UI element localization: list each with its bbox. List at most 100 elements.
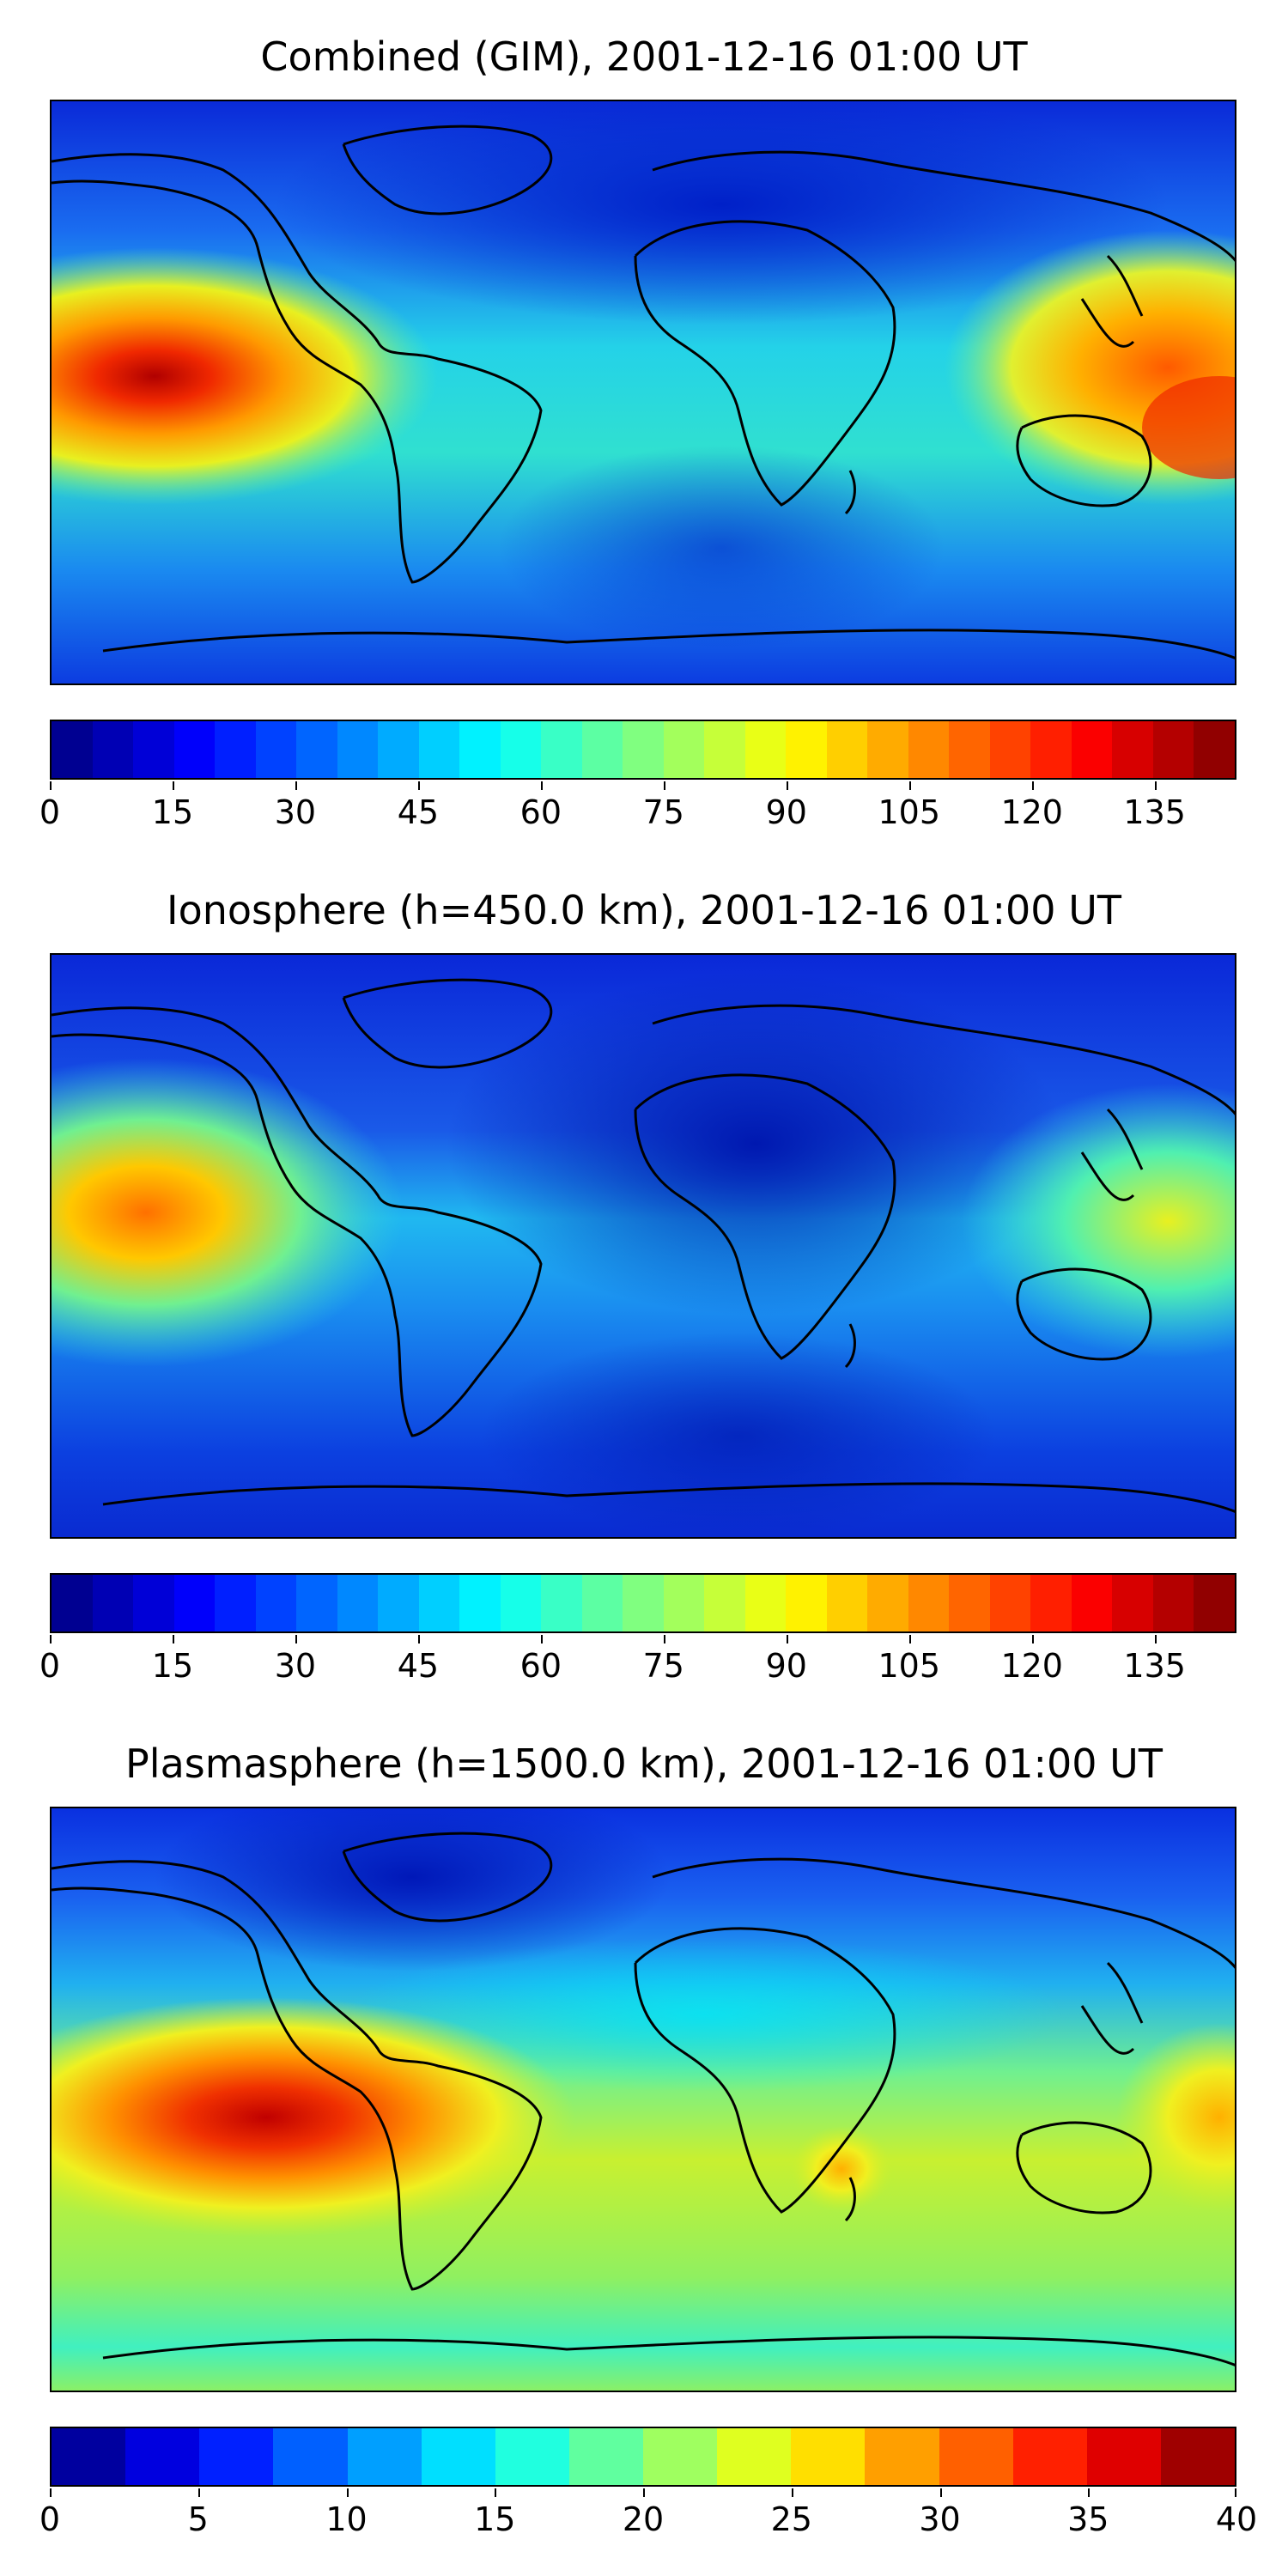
colorbar-segment [255, 1575, 297, 1631]
colorbar-tick [172, 1635, 174, 1643]
colorbar-segment [52, 721, 93, 778]
coastlines [52, 1832, 1235, 2366]
colorbar-segment [717, 2428, 792, 2485]
colorbar-tick [540, 781, 543, 790]
colorbar-ticks: 0 15 30 45 60 75 90 105 120 135 [39, 1635, 1236, 1685]
colorbar-segment [421, 2428, 495, 2485]
colorbar-tick-label: 135 [1123, 1647, 1186, 1685]
colorbar-tick-label: 75 [642, 793, 684, 831]
colorbar-segment [1194, 1575, 1235, 1631]
colorbar-tick [908, 781, 911, 790]
colorbar [50, 720, 1236, 780]
colorbar-segment [581, 721, 623, 778]
colorbar-segment [495, 2428, 569, 2485]
coastlines [52, 978, 1235, 1513]
colorbar-segment [989, 1575, 1031, 1631]
colorbar-segment [92, 1575, 134, 1631]
colorbar-tick-label: 60 [519, 793, 562, 831]
colorbar-tick-label: 25 [770, 2500, 812, 2538]
colorbar-segment [337, 1575, 379, 1631]
colorbar-segment [704, 721, 745, 778]
colorbar-tick-label: 0 [39, 2500, 61, 2538]
colorbar-tick [417, 781, 420, 790]
colorbar-segment [52, 1575, 93, 1631]
colorbar-segment [1152, 1575, 1194, 1631]
colorbar-segment [786, 721, 827, 778]
colorbar-tick [172, 781, 174, 790]
colorbar-tick-label: 60 [519, 1647, 562, 1685]
colorbar-segment [1071, 721, 1113, 778]
colorbar-tick-label: 90 [765, 1647, 807, 1685]
colorbar-segment [337, 721, 379, 778]
coastlines [52, 125, 1235, 659]
colorbar-segment [1012, 2428, 1087, 2485]
colorbar-tick [50, 781, 52, 790]
colorbar-segment [500, 1575, 542, 1631]
colorbar-tick-label: 5 [187, 2500, 209, 2538]
colorbar-segment [939, 2428, 1013, 2485]
colorbar-tick-label: 30 [274, 793, 317, 831]
colorbar-tick [1154, 781, 1157, 790]
colorbar-segment [568, 2428, 643, 2485]
colorbar-segment [378, 721, 419, 778]
colorbar-tick [786, 781, 788, 790]
colorbar-tick-label: 15 [474, 2500, 516, 2538]
colorbar-tick-label: 90 [765, 793, 807, 831]
colorbar-tick-label: 135 [1123, 793, 1186, 831]
colorbar-segment [541, 721, 582, 778]
colorbar-segment [173, 721, 216, 778]
colorbar-tick-label: 75 [642, 1647, 684, 1685]
colorbar-segment [867, 1575, 908, 1631]
colorbar-tick [50, 1635, 52, 1643]
colorbar-segment [1030, 721, 1072, 778]
colorbar-segment [541, 1575, 582, 1631]
colorbar-tick-label: 40 [1215, 2500, 1258, 2538]
colorbar [50, 1573, 1236, 1633]
colorbar-tick-label: 10 [325, 2500, 368, 2538]
map-svg [52, 1808, 1235, 2391]
colorbar-segment [1086, 2428, 1161, 2485]
colorbar-tick [663, 781, 665, 790]
colorbar-segment [378, 1575, 419, 1631]
tec-map [50, 953, 1236, 1539]
panel-ionosphere: Ionosphere (h=450.0 km), 2001-12-16 01:0… [0, 884, 1288, 1709]
colorbar-segment [459, 1575, 501, 1631]
colorbar-segment [1194, 721, 1235, 778]
colorbar-tick-label: 120 [1000, 793, 1063, 831]
colorbar-segment [949, 721, 990, 778]
colorbar-segment [949, 1575, 990, 1631]
colorbar-tick-label: 35 [1067, 2500, 1109, 2538]
colorbar-segment [623, 721, 664, 778]
panel-title: Combined (GIM), 2001-12-16 01:00 UT [260, 33, 1028, 80]
colorbar-segment [199, 2428, 274, 2485]
colorbar-segment [1030, 1575, 1072, 1631]
colorbar-tick [786, 1635, 788, 1643]
colorbar-segment [418, 1575, 460, 1631]
colorbar-ticks: 0 15 30 45 60 75 90 105 120 135 [39, 781, 1236, 831]
colorbar-tick-label: 0 [39, 1647, 61, 1685]
tec-map [50, 100, 1236, 685]
colorbar-tick [791, 2488, 793, 2497]
colorbar-segment [52, 2428, 126, 2485]
colorbar-segment [273, 2428, 348, 2485]
colorbar-segment [791, 2428, 866, 2485]
colorbar-segment [418, 721, 460, 778]
colorbar-tick-label: 45 [397, 793, 440, 831]
colorbar-tick [197, 2488, 200, 2497]
colorbar-segment [1112, 1575, 1153, 1631]
colorbar-segment [663, 721, 705, 778]
colorbar-tick [295, 781, 297, 790]
colorbar-segment [500, 721, 542, 778]
colorbar-tick [663, 1635, 665, 1643]
colorbar-tick-label: 30 [919, 2500, 961, 2538]
tec-map [50, 1807, 1236, 2392]
colorbar-tick [939, 2488, 942, 2497]
colorbar-tick [1088, 2488, 1091, 2497]
colorbar-tick [346, 2488, 349, 2497]
colorbar-segment [581, 1575, 623, 1631]
colorbar-tick [1031, 781, 1034, 790]
panel-title: Ionosphere (h=450.0 km), 2001-12-16 01:0… [167, 887, 1121, 933]
colorbar-ticks: 0 5 10 15 20 25 30 35 40 [39, 2488, 1257, 2538]
panel-title: Plasmasphere (h=1500.0 km), 2001-12-16 0… [125, 1741, 1163, 1787]
colorbar-segment [92, 721, 134, 778]
